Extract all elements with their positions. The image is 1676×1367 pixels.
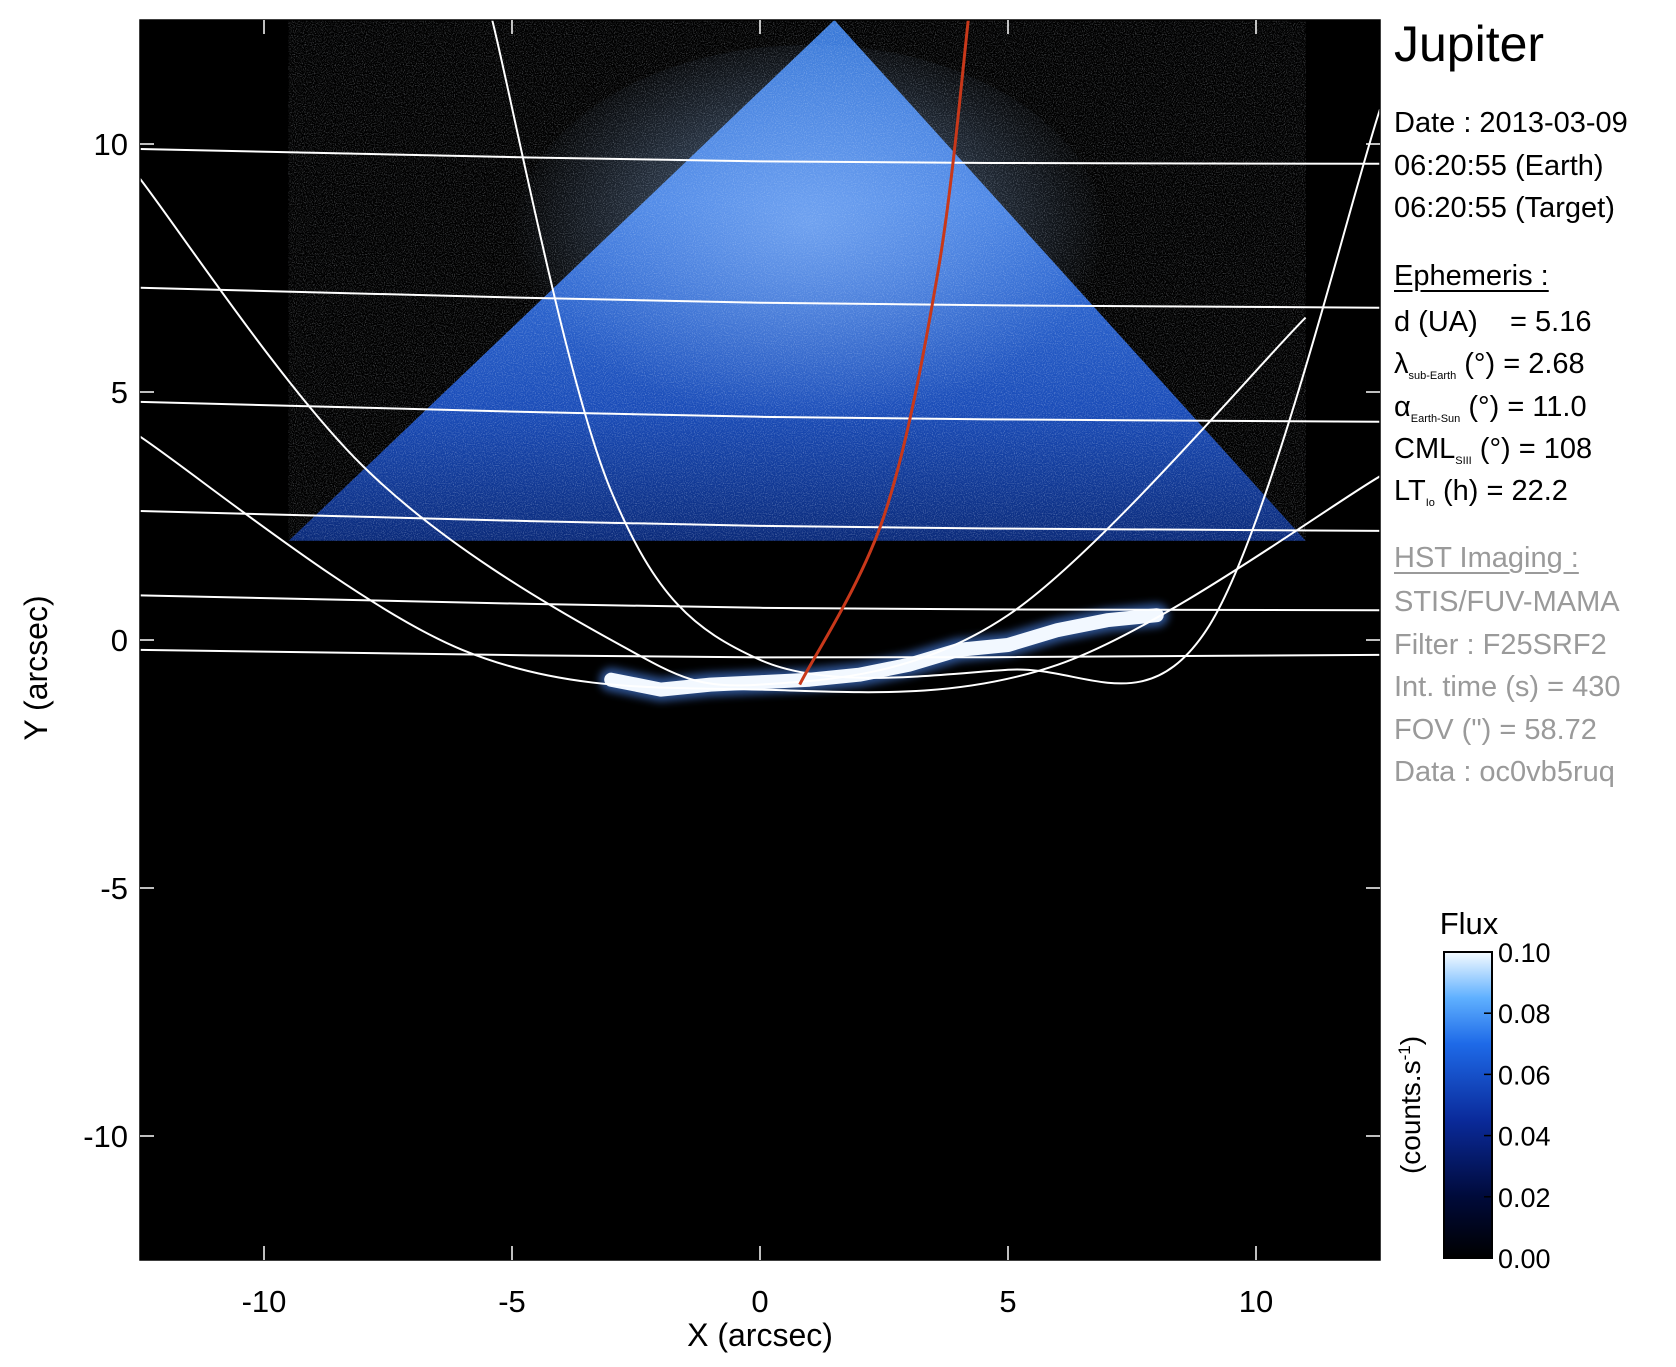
ephemeris-phase-angle: αEarth-Sun (°) = 11.0	[1394, 391, 1587, 425]
colorbar-tick-label: 0.02	[1498, 1183, 1551, 1213]
colorbar-tick-label: 0.10	[1498, 938, 1551, 968]
x-axis-label: X (arcsec)	[687, 1317, 833, 1353]
y-tick-label: 0	[111, 623, 128, 658]
ephemeris-local-time-io: LTIo (h) = 22.2	[1394, 475, 1568, 509]
colorbar-tick-label: 0.06	[1498, 1060, 1551, 1090]
hst-data-id: Data : oc0vb5ruq	[1394, 756, 1615, 788]
colorbar-tick-label: 0.00	[1498, 1244, 1551, 1274]
x-tick-label: 0	[751, 1284, 768, 1319]
hst-integration-time: Int. time (s) = 430	[1394, 671, 1621, 703]
latitude-line-3	[140, 400, 1380, 423]
x-tick-label: -10	[242, 1284, 287, 1319]
latitude-line-1	[140, 148, 1380, 165]
image-bright-region	[511, 44, 1108, 442]
colorbar-ticks: 0.00 0.02 0.04 0.06 0.08 0.10	[1484, 938, 1551, 1274]
latitude-line-6	[140, 648, 1380, 659]
ephemeris-distance: d (UA) = 5.16	[1394, 306, 1592, 338]
date-line: Date : 2013-03-09	[1394, 107, 1628, 139]
red-meridian	[798, 20, 970, 686]
latitude-line-5	[140, 594, 1380, 612]
colorbar-unit-label: (counts.s-1)	[1395, 1036, 1426, 1174]
y-tick-label: -5	[100, 871, 128, 906]
x-tick-label: -5	[498, 1284, 526, 1319]
y-axis-label: Y (arcsec)	[18, 595, 54, 740]
hst-filter: Filter : F25SRF2	[1394, 629, 1607, 661]
y-tick-label: -10	[83, 1119, 128, 1154]
meridian-grid	[140, 20, 1380, 687]
x-tick-label: 10	[1239, 1284, 1273, 1319]
meridian-line-2	[140, 178, 1307, 687]
y-tick-label: 10	[94, 127, 128, 162]
colorbar-tick-label: 0.08	[1498, 999, 1551, 1029]
y-axis-ticks: -10 -5 0 5 10	[83, 127, 1380, 1154]
ephemeris-cml: CMLSIII (°) = 108	[1394, 433, 1593, 467]
latitude-line-4	[140, 510, 1380, 532]
hst-fov: FOV (") = 58.72	[1394, 714, 1597, 746]
hst-instrument: STIS/FUV-MAMA	[1394, 586, 1620, 618]
colorbar-title: Flux	[1440, 906, 1499, 941]
y-tick-label: 5	[111, 375, 128, 410]
x-tick-label: 5	[999, 1284, 1016, 1319]
planet-limb	[140, 435, 1380, 694]
colorbar	[1443, 951, 1493, 1259]
meridian-line-1	[491, 20, 1380, 685]
colorbar-tick-label: 0.04	[1498, 1122, 1551, 1152]
hst-header: HST Imaging :	[1394, 542, 1579, 574]
latitude-grid	[140, 148, 1380, 659]
ephemeris-sub-earth-latitude: λsub-Earth (°) = 2.68	[1394, 348, 1585, 382]
time-target-line: 06:20:55 (Target)	[1394, 192, 1615, 224]
ephemeris-header: Ephemeris :	[1394, 260, 1549, 292]
latitude-line-2	[140, 286, 1380, 309]
x-axis-ticks: -10 -5 0 5 10	[242, 20, 1273, 1319]
time-earth-line: 06:20:55 (Earth)	[1394, 150, 1604, 182]
target-title: Jupiter	[1394, 16, 1545, 72]
